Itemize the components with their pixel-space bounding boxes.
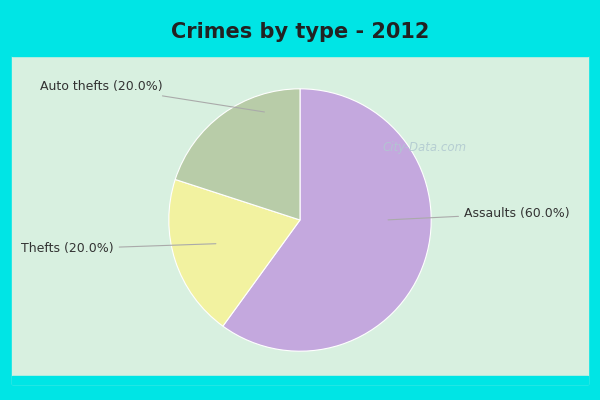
Text: Auto thefts (20.0%): Auto thefts (20.0%)	[40, 80, 265, 112]
Ellipse shape	[293, 214, 307, 226]
Text: Thefts (20.0%): Thefts (20.0%)	[21, 242, 216, 255]
Ellipse shape	[274, 194, 326, 246]
Text: Crimes by type - 2012: Crimes by type - 2012	[171, 22, 429, 42]
Ellipse shape	[287, 207, 313, 233]
Ellipse shape	[260, 181, 340, 259]
Text: City-Data.com: City-Data.com	[383, 141, 467, 154]
Ellipse shape	[254, 174, 346, 266]
Wedge shape	[169, 180, 300, 326]
Ellipse shape	[280, 200, 320, 240]
Ellipse shape	[215, 135, 385, 305]
Ellipse shape	[248, 168, 352, 272]
Text: Assaults (60.0%): Assaults (60.0%)	[388, 207, 569, 220]
Ellipse shape	[228, 148, 372, 292]
Wedge shape	[175, 89, 300, 220]
Ellipse shape	[241, 161, 359, 279]
Ellipse shape	[235, 154, 365, 286]
Wedge shape	[223, 89, 431, 351]
Ellipse shape	[267, 187, 333, 253]
Ellipse shape	[221, 141, 379, 299]
